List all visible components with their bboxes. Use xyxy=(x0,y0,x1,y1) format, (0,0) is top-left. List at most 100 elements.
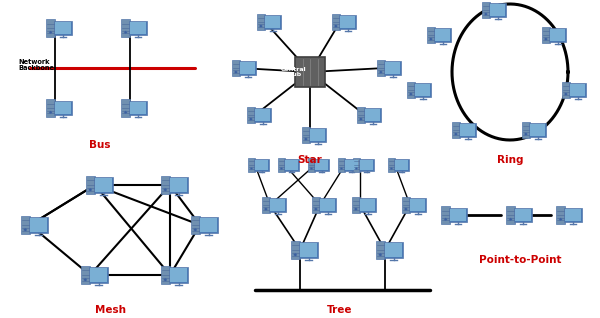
FancyBboxPatch shape xyxy=(90,268,107,282)
FancyBboxPatch shape xyxy=(302,127,310,143)
Circle shape xyxy=(359,118,362,121)
FancyBboxPatch shape xyxy=(514,208,532,222)
FancyBboxPatch shape xyxy=(314,159,329,171)
FancyBboxPatch shape xyxy=(569,83,586,97)
FancyBboxPatch shape xyxy=(319,198,336,212)
FancyBboxPatch shape xyxy=(482,2,490,18)
FancyBboxPatch shape xyxy=(129,21,147,35)
FancyBboxPatch shape xyxy=(264,15,281,29)
FancyBboxPatch shape xyxy=(427,27,435,43)
FancyBboxPatch shape xyxy=(86,176,95,194)
Circle shape xyxy=(390,167,392,170)
FancyBboxPatch shape xyxy=(376,241,385,259)
FancyBboxPatch shape xyxy=(549,28,566,42)
Circle shape xyxy=(355,208,357,211)
Circle shape xyxy=(335,25,337,27)
Text: Star: Star xyxy=(298,155,322,165)
Circle shape xyxy=(485,13,487,16)
Circle shape xyxy=(340,167,343,170)
FancyBboxPatch shape xyxy=(54,101,72,115)
FancyBboxPatch shape xyxy=(384,242,403,258)
FancyBboxPatch shape xyxy=(550,29,565,41)
FancyBboxPatch shape xyxy=(441,206,450,224)
FancyBboxPatch shape xyxy=(278,158,285,172)
FancyBboxPatch shape xyxy=(515,209,531,221)
FancyBboxPatch shape xyxy=(409,198,426,212)
FancyBboxPatch shape xyxy=(254,108,271,122)
FancyBboxPatch shape xyxy=(170,178,187,192)
Circle shape xyxy=(250,118,252,121)
FancyBboxPatch shape xyxy=(344,159,359,171)
FancyBboxPatch shape xyxy=(434,28,451,42)
FancyBboxPatch shape xyxy=(191,216,200,234)
Circle shape xyxy=(124,111,127,114)
FancyBboxPatch shape xyxy=(360,199,375,211)
Circle shape xyxy=(509,218,512,221)
FancyBboxPatch shape xyxy=(407,82,415,98)
FancyBboxPatch shape xyxy=(312,197,320,213)
FancyBboxPatch shape xyxy=(248,158,255,172)
FancyBboxPatch shape xyxy=(169,267,188,283)
FancyBboxPatch shape xyxy=(490,4,505,16)
Circle shape xyxy=(380,71,382,73)
FancyBboxPatch shape xyxy=(290,241,300,259)
FancyBboxPatch shape xyxy=(339,15,356,29)
Circle shape xyxy=(164,188,167,191)
Circle shape xyxy=(355,167,358,170)
FancyBboxPatch shape xyxy=(161,266,170,284)
FancyBboxPatch shape xyxy=(377,60,385,76)
FancyBboxPatch shape xyxy=(54,21,72,35)
FancyBboxPatch shape xyxy=(270,199,285,211)
FancyBboxPatch shape xyxy=(384,61,401,75)
FancyBboxPatch shape xyxy=(130,22,146,34)
FancyBboxPatch shape xyxy=(94,177,113,193)
FancyBboxPatch shape xyxy=(284,159,299,171)
FancyBboxPatch shape xyxy=(200,218,217,232)
Text: Mesh: Mesh xyxy=(95,305,125,315)
Circle shape xyxy=(84,278,87,281)
FancyBboxPatch shape xyxy=(310,129,325,141)
FancyBboxPatch shape xyxy=(169,177,188,193)
FancyBboxPatch shape xyxy=(254,159,269,171)
FancyBboxPatch shape xyxy=(20,216,30,234)
FancyBboxPatch shape xyxy=(352,197,360,213)
FancyBboxPatch shape xyxy=(385,62,400,74)
Circle shape xyxy=(250,167,253,170)
FancyBboxPatch shape xyxy=(299,242,318,258)
FancyBboxPatch shape xyxy=(530,124,545,136)
Circle shape xyxy=(24,228,27,231)
FancyBboxPatch shape xyxy=(542,27,550,43)
FancyBboxPatch shape xyxy=(506,206,515,224)
Circle shape xyxy=(164,278,167,281)
FancyBboxPatch shape xyxy=(410,199,425,211)
FancyBboxPatch shape xyxy=(562,82,570,98)
Circle shape xyxy=(280,167,283,170)
FancyBboxPatch shape xyxy=(435,29,450,41)
FancyBboxPatch shape xyxy=(170,268,187,282)
FancyBboxPatch shape xyxy=(121,19,130,37)
FancyBboxPatch shape xyxy=(395,160,408,170)
FancyBboxPatch shape xyxy=(359,198,376,212)
FancyBboxPatch shape xyxy=(240,62,255,74)
FancyBboxPatch shape xyxy=(357,107,365,123)
Text: Network
Backbone: Network Backbone xyxy=(18,59,54,72)
Circle shape xyxy=(124,31,127,34)
Text: Central
Hub: Central Hub xyxy=(281,66,307,77)
FancyBboxPatch shape xyxy=(332,14,340,30)
FancyBboxPatch shape xyxy=(30,218,47,232)
FancyBboxPatch shape xyxy=(345,160,358,170)
Circle shape xyxy=(265,208,267,211)
FancyBboxPatch shape xyxy=(130,102,146,114)
Circle shape xyxy=(49,31,52,34)
Text: Bus: Bus xyxy=(89,140,111,150)
FancyBboxPatch shape xyxy=(265,16,280,28)
FancyBboxPatch shape xyxy=(255,109,270,121)
FancyBboxPatch shape xyxy=(353,158,360,172)
FancyBboxPatch shape xyxy=(564,208,582,222)
Circle shape xyxy=(410,93,412,95)
FancyBboxPatch shape xyxy=(415,84,430,96)
FancyBboxPatch shape xyxy=(285,160,298,170)
Circle shape xyxy=(314,208,317,211)
Circle shape xyxy=(49,111,52,114)
Circle shape xyxy=(559,218,562,221)
